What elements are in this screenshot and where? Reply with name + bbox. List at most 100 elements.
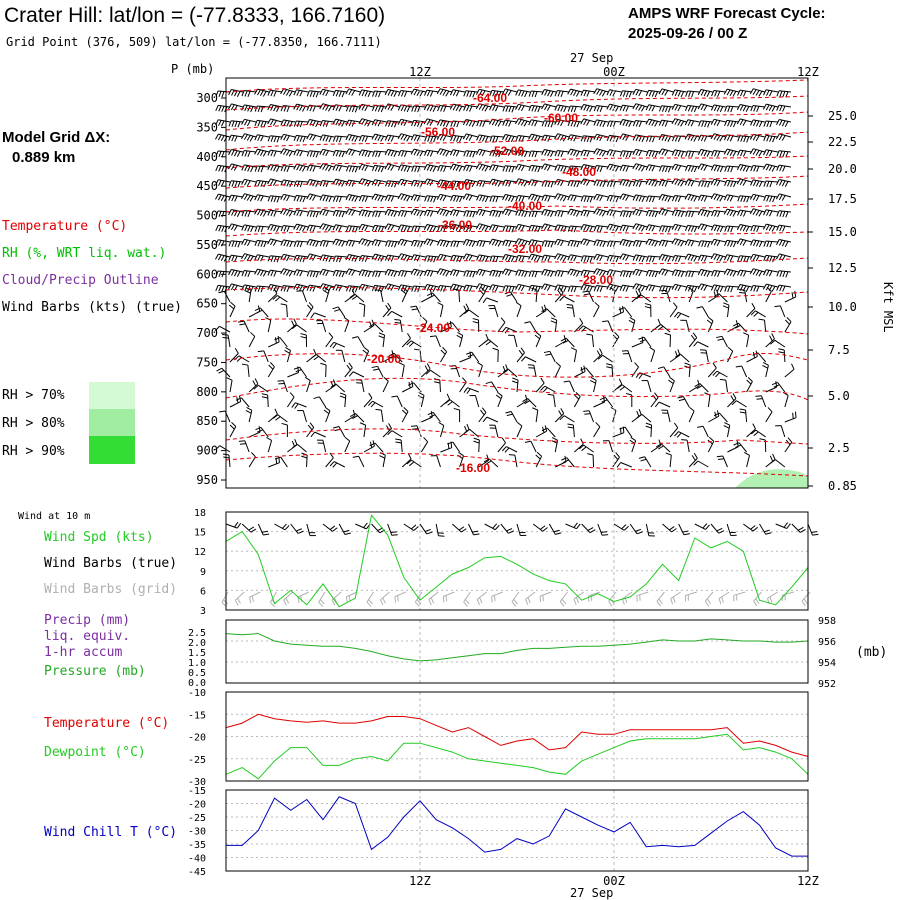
wind-barb [541, 103, 557, 111]
wind-barb [736, 104, 752, 112]
wind-barb [497, 437, 506, 453]
wind-barb [649, 346, 656, 363]
wind-barb [335, 349, 346, 363]
wind-barb [459, 377, 467, 393]
pressure-panel-frame [225, 619, 809, 684]
wind-barb [688, 332, 698, 348]
wind-barb [489, 224, 505, 232]
wind-barb [449, 163, 465, 172]
wind-barb [638, 456, 652, 468]
wind-barb [344, 289, 355, 303]
wind-barb [665, 452, 672, 468]
wind-barb [254, 148, 270, 157]
wind-barb [332, 135, 348, 143]
wind-barb [280, 148, 296, 157]
wind-barb [612, 332, 620, 348]
wind-barb [541, 269, 557, 277]
wind-barb [241, 270, 257, 278]
height-tick-label: 10.0 [828, 300, 857, 314]
wind-barb [559, 415, 575, 423]
wind-barb [433, 378, 441, 393]
wind-barb [710, 133, 726, 142]
wind-barb [300, 333, 308, 348]
y-tick-label-right: 954 [818, 658, 836, 669]
wind-barb [228, 223, 244, 231]
wind-barb [475, 268, 492, 277]
wind-barb [462, 179, 478, 187]
wind-barb [449, 209, 465, 217]
wind-barb [750, 239, 765, 248]
wind-barb [410, 134, 426, 142]
wind-barb [332, 209, 348, 218]
wind-barb [668, 376, 675, 393]
wind-barb [515, 89, 531, 98]
wind-barb [750, 225, 765, 233]
wind-barb [477, 361, 483, 378]
wind-barb [684, 104, 700, 113]
wind-barb [215, 164, 231, 173]
wind-barb [332, 306, 346, 318]
wind-barb [384, 254, 400, 262]
wind-barb [280, 253, 296, 262]
wind-barb [645, 209, 661, 218]
wind-barb [410, 239, 426, 248]
wind-barb [694, 383, 709, 393]
wind-barb [449, 103, 465, 112]
wind-barb [332, 224, 348, 232]
wind-barb [681, 439, 690, 453]
y-tick-label: 9 [200, 567, 206, 578]
wind-barb-true [274, 523, 290, 531]
wind-barb [593, 179, 609, 188]
wind-barb [371, 239, 387, 247]
wind-barb [384, 89, 400, 97]
wind-barb [645, 149, 661, 158]
isotherm-label: -40.00 [508, 199, 542, 213]
wind-barb [618, 307, 633, 318]
wind-barb [727, 320, 739, 333]
wind-barb [369, 323, 384, 333]
wind-barb [528, 284, 544, 293]
wind-barb [475, 208, 492, 217]
wind-barb [241, 210, 257, 218]
wind-barb-true [775, 522, 791, 529]
wind-barb-grid [476, 591, 487, 606]
wind-barb [358, 195, 374, 203]
wind-barb [420, 363, 431, 378]
wind-barb [619, 284, 635, 292]
wind-barb [698, 180, 713, 188]
wind-barb-true [500, 523, 515, 534]
wind-barb [711, 210, 726, 218]
wind-barb [645, 104, 661, 112]
wind-barb [329, 341, 345, 349]
wind-barb [417, 392, 425, 408]
wind-barb [543, 350, 556, 363]
y-tick-label: 18 [194, 508, 206, 519]
wind-barb [528, 90, 544, 98]
wind-barb [410, 194, 426, 202]
pressure-tick-label: 400 [196, 150, 218, 164]
wind-barb [293, 240, 309, 248]
y-tick-label: -25 [188, 813, 206, 824]
wind-barb [345, 268, 361, 276]
wind-barb [580, 238, 596, 246]
cross-section-time-gridlines [419, 78, 615, 488]
wind-barb [459, 303, 470, 318]
wind-barb [306, 193, 322, 201]
wind-barb [241, 104, 257, 113]
wind-barb [606, 103, 622, 112]
wind-barb [574, 317, 584, 333]
legend-rh: RH (%, WRT liq. wat.) [2, 246, 166, 261]
wind-barb [280, 208, 296, 217]
wind-barb [241, 164, 257, 173]
wind-barb [750, 105, 765, 113]
wind-barb [358, 269, 374, 278]
wind-barb [372, 210, 387, 218]
wind-barb [710, 164, 726, 173]
wind-barb [345, 225, 361, 233]
wind-barb [228, 283, 244, 291]
wind-barb [397, 133, 413, 142]
wind-barb [214, 325, 231, 333]
wind-barb [632, 163, 648, 172]
wind-barb [502, 165, 518, 173]
wind-barb [515, 149, 531, 158]
